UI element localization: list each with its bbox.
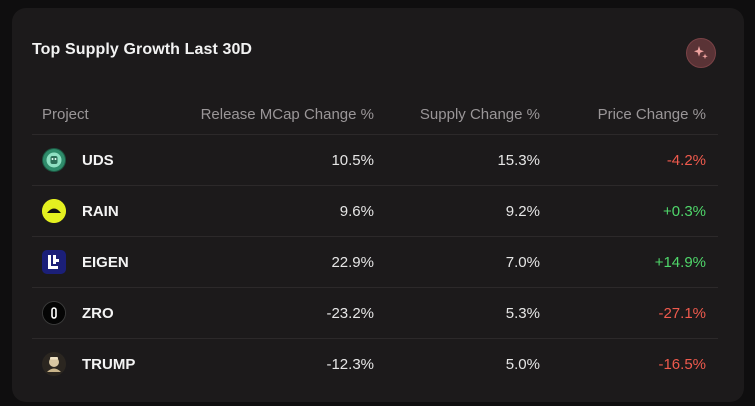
- ai-sparkle-button[interactable]: [686, 38, 716, 68]
- rain-logo-icon: [42, 199, 66, 223]
- price-change-value: +0.3%: [663, 202, 706, 220]
- sparkle-icon: [694, 46, 708, 60]
- project-cell: UDS: [32, 148, 192, 172]
- table-row[interactable]: TRUMP -12.3% 5.0% -16.5%: [32, 338, 718, 389]
- uds-logo-icon: [42, 148, 66, 172]
- project-name[interactable]: EIGEN: [82, 253, 129, 271]
- project-name[interactable]: ZRO: [82, 304, 114, 322]
- mcap-change-value: -23.2%: [326, 304, 374, 322]
- supply-change-value: 7.0%: [505, 253, 540, 271]
- eigen-logo-icon: [42, 250, 66, 274]
- card-title: Top Supply Growth Last 30D: [32, 41, 253, 58]
- price-change-value: +14.9%: [654, 253, 706, 271]
- header-project[interactable]: Project: [42, 105, 89, 123]
- mcap-change-value: 10.5%: [331, 151, 374, 169]
- table-row[interactable]: UDS 10.5% 15.3% -4.2%: [32, 134, 718, 185]
- project-name[interactable]: TRUMP: [82, 355, 136, 373]
- supply-growth-card: Top Supply Growth Last 30D Project Relea…: [12, 8, 744, 402]
- supply-change-value: 9.2%: [505, 202, 540, 220]
- supply-growth-table: Project Release MCap Change % Supply Cha…: [32, 94, 718, 389]
- header-supply-change[interactable]: Supply Change %: [419, 105, 540, 123]
- project-name[interactable]: UDS: [82, 151, 114, 169]
- project-cell: ZRO: [32, 301, 192, 325]
- project-name[interactable]: RAIN: [82, 202, 119, 220]
- table-header: Project Release MCap Change % Supply Cha…: [32, 94, 718, 134]
- table-row[interactable]: RAIN 9.6% 9.2% +0.3%: [32, 185, 718, 236]
- price-change-value: -27.1%: [658, 304, 706, 322]
- mcap-change-value: -12.3%: [326, 355, 374, 373]
- project-cell: TRUMP: [32, 352, 192, 376]
- project-cell: RAIN: [32, 199, 192, 223]
- trump-logo-icon: [42, 352, 66, 376]
- supply-change-value: 5.3%: [505, 304, 540, 322]
- mcap-change-value: 22.9%: [331, 253, 374, 271]
- table-row[interactable]: ZRO -23.2% 5.3% -27.1%: [32, 287, 718, 338]
- price-change-value: -4.2%: [666, 151, 706, 169]
- project-cell: EIGEN: [32, 250, 192, 274]
- zro-logo-icon: [42, 301, 66, 325]
- table-row[interactable]: EIGEN 22.9% 7.0% +14.9%: [32, 236, 718, 287]
- supply-change-value: 15.3%: [497, 151, 540, 169]
- header-price-change[interactable]: Price Change %: [597, 105, 706, 123]
- price-change-value: -16.5%: [658, 355, 706, 373]
- supply-change-value: 5.0%: [505, 355, 540, 373]
- mcap-change-value: 9.6%: [339, 202, 374, 220]
- header-mcap-change[interactable]: Release MCap Change %: [200, 105, 374, 123]
